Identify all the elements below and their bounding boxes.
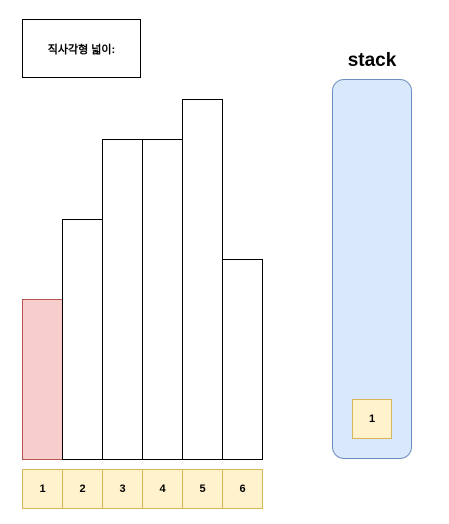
bar-5 bbox=[182, 99, 223, 460]
index-cell-4: 4 bbox=[142, 469, 183, 509]
index-cell-1: 1 bbox=[22, 469, 63, 509]
stack-title: stack bbox=[347, 50, 397, 71]
index-cell-6: 6 bbox=[222, 469, 263, 509]
bar-1 bbox=[22, 299, 63, 460]
index-cell-5: 5 bbox=[182, 469, 223, 509]
bar-4 bbox=[142, 139, 183, 460]
area-label-box: 직사각형 넓이: bbox=[22, 19, 141, 78]
bar-2 bbox=[62, 219, 103, 460]
area-label: 직사각형 넓이: bbox=[47, 43, 116, 56]
index-cell-2: 2 bbox=[62, 469, 103, 509]
stack-container bbox=[332, 79, 412, 459]
bar-3 bbox=[102, 139, 143, 460]
bar-6 bbox=[222, 259, 263, 460]
stack-item: 1 bbox=[352, 399, 392, 439]
index-cell-3: 3 bbox=[102, 469, 143, 509]
